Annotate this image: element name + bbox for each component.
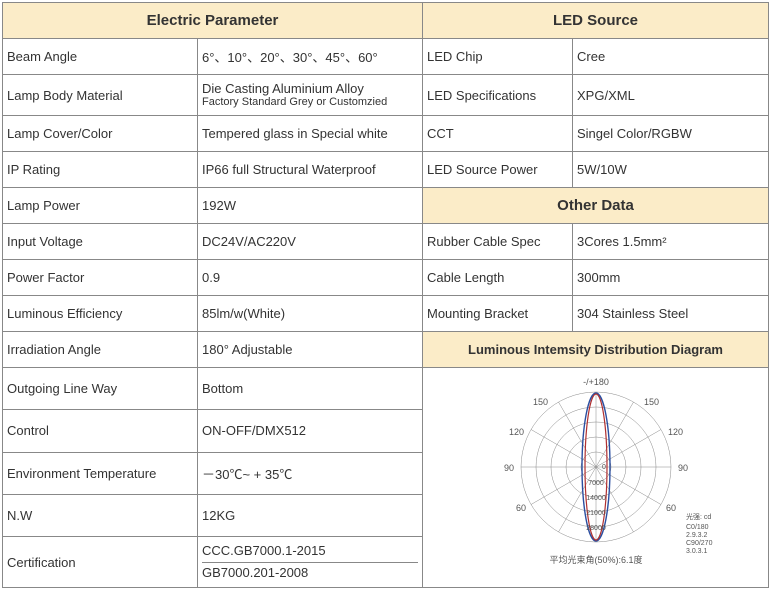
cert-label: Certification [3,536,198,587]
polar-diagram: -/+180 150 150 120 120 90 90 60 60 0 700… [446,372,746,572]
leg4: 3.0.3.1 [686,548,708,555]
cct-label: CCT [423,116,573,152]
cct-value: Singel Color/RGBW [573,116,769,152]
env-value: －30℃~ + 35℃ [198,452,423,494]
beam-angle-label: Beam Angle [3,39,198,75]
cable-value: 3Cores 1.5mm² [573,224,769,260]
leg2: 2.9.3.2 [686,532,708,539]
luminous-diagram-cell: -/+180 150 150 120 120 90 90 60 60 0 700… [423,368,769,588]
srcpower-value: 5W/10W [573,152,769,188]
ip-label: IP Rating [3,152,198,188]
r3: 21000 [586,510,606,517]
irr-value: 180° Adjustable [198,332,423,368]
pf-value: 0.9 [198,260,423,296]
leg3: C90/270 [686,540,713,547]
header-led: LED Source [423,3,769,39]
header-luminous: Luminous Intemsity Distribution Diagram [423,332,769,368]
led-chip-value: Cree [573,39,769,75]
ip-value: IP66 full Structural Waterproof [198,152,423,188]
body-mat-line1: Die Casting Aluminium Alloy [202,81,364,96]
irr-label: Irradiation Angle [3,332,198,368]
cert-value: CCC.GB7000.1-2015 GB7000.201-2008 [198,536,423,587]
led-chip-label: LED Chip [423,39,573,75]
input-label: Input Voltage [3,224,198,260]
header-other: Other Data [423,188,769,224]
ang-90l: 90 [503,463,513,473]
srcpower-label: LED Source Power [423,152,573,188]
pf-label: Power Factor [3,260,198,296]
led-spec-label: LED Specifications [423,75,573,116]
env-label: Environment Temperature [3,452,198,494]
cover-value: Tempered glass in Special white [198,116,423,152]
mount-label: Mounting Bracket [423,296,573,332]
r1: 7000 [588,480,604,487]
header-electric: Electric Parameter [3,3,423,39]
cert-v2: GB7000.201-2008 [202,563,418,584]
body-mat-value: Die Casting Aluminium Alloy Factory Stan… [198,75,423,116]
ang-60l: 60 [515,503,525,513]
out-value: Bottom [198,368,423,410]
spec-table: Electric Parameter LED Source Beam Angle… [2,2,769,588]
bottom-caption: 平均光束角(50%):6.1度 [549,554,642,565]
mount-value: 304 Stainless Steel [573,296,769,332]
power-value: 192W [198,188,423,224]
ang-90r: 90 [678,463,688,473]
len-value: 300mm [573,260,769,296]
ang-60r: 60 [666,503,676,513]
r4: 28000 [586,525,606,532]
led-spec-value: XPG/XML [573,75,769,116]
eff-label: Luminous Efficiency [3,296,198,332]
power-label: Lamp Power [3,188,198,224]
beam-angle-value: 6°、10°、20°、30°、45°、60° [198,39,423,75]
out-label: Outgoing Line Way [3,368,198,410]
cable-label: Rubber Cable Spec [423,224,573,260]
body-mat-line2: Factory Standard Grey or Customzied [202,96,418,109]
r0: 0 [602,464,606,471]
cover-label: Lamp Cover/Color [3,116,198,152]
cert-v1: CCC.GB7000.1-2015 [202,541,418,563]
ang-150r: 150 [644,397,659,407]
r2: 14000 [586,495,606,502]
ctrl-label: Control [3,410,198,452]
ang-150l: 150 [532,397,547,407]
ang-120r: 120 [668,427,683,437]
input-value: DC24V/AC220V [198,224,423,260]
ang-120l: 120 [508,427,523,437]
ctrl-value: ON-OFF/DMX512 [198,410,423,452]
leg1: C0/180 [686,524,709,531]
nw-value: 12KG [198,494,423,536]
body-mat-label: Lamp Body Material [3,75,198,116]
ang-top: -/+180 [583,377,609,387]
eff-value: 85lm/w(White) [198,296,423,332]
unit: 光强: cd [686,512,711,521]
len-label: Cable Length [423,260,573,296]
nw-label: N.W [3,494,198,536]
